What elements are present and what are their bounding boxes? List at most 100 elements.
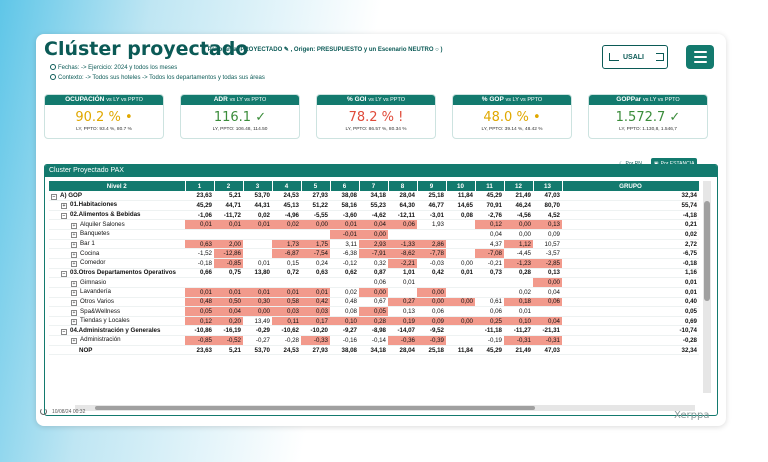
kpi-label: GOPPar vs LY vs PPTO — [589, 95, 707, 105]
table-cell: -0,33 — [301, 335, 330, 346]
table-cell — [301, 229, 330, 240]
expand-toggle-icon[interactable]: + — [71, 261, 77, 268]
kpi-label: OCUPACIÓN vs LY vs PPTO — [45, 95, 163, 105]
table-cell: 0,20 — [214, 316, 243, 327]
expand-toggle-icon[interactable]: − — [61, 328, 67, 335]
table-cell: 58,16 — [330, 200, 359, 211]
page-title: Clúster proyectado — [44, 38, 249, 60]
menu-button[interactable] — [686, 45, 714, 69]
table-cell: 0,01 — [446, 268, 475, 279]
column-header[interactable]: 5 — [301, 181, 331, 191]
table-cell: -2,85 — [533, 258, 562, 269]
column-header[interactable]: 4 — [272, 181, 302, 191]
toggle-por-rn[interactable]: ☾ Por RN — [616, 158, 645, 169]
kpi-card[interactable]: % GOI vs LY vs PPTO 78.2 % ! LY, PPTO: 86.… — [316, 94, 436, 139]
table-cell: 0,01 — [504, 306, 533, 317]
table-cell — [533, 306, 562, 317]
table-cell: 0,66 — [185, 268, 214, 279]
expand-toggle-icon[interactable]: − — [51, 193, 57, 200]
expand-toggle-icon[interactable]: + — [71, 242, 77, 249]
table-cell: 5,21 — [214, 191, 243, 202]
expand-toggle-icon[interactable]: + — [71, 319, 77, 326]
table-cell: -7,08 — [475, 248, 504, 259]
total-cell: 23,63 — [185, 344, 214, 356]
column-header[interactable]: Nivel 2 — [49, 181, 186, 191]
total-label: NOP — [49, 344, 185, 356]
dashboard-card: Clúster proyectado ( Panorama: PROYECTAD… — [36, 34, 726, 426]
expand-toggle-icon[interactable]: − — [61, 270, 67, 277]
expand-toggle-icon[interactable]: + — [71, 299, 77, 306]
kpi-card[interactable]: ADR vs LY vs PPTO 116.1 ✓ LY, PPTO: 106.48… — [180, 94, 300, 139]
column-header[interactable]: 2 — [214, 181, 244, 191]
expand-toggle-icon[interactable]: + — [71, 232, 77, 239]
expand-toggle-icon[interactable]: + — [71, 251, 77, 258]
table-cell: 0,15 — [272, 258, 301, 269]
table-cell: -4,18 — [562, 210, 699, 221]
expand-toggle-icon[interactable]: + — [71, 309, 77, 316]
kpi-card[interactable]: OCUPACIÓN vs LY vs PPTO 90.2 % • LY, PPTO:… — [44, 94, 164, 139]
table-cell: 10,57 — [533, 239, 562, 250]
table-cell: 46,77 — [417, 200, 446, 211]
kpi-card[interactable]: % GOP vs LY vs PPTO 48.0 % • LY, PPTO: 39.… — [452, 94, 572, 139]
expand-toggle-icon[interactable]: + — [71, 280, 77, 287]
contexto-line[interactable]: Contexto: -> Todos sus hoteles -> Todos … — [50, 74, 265, 81]
table-cell: -5,55 — [301, 210, 330, 221]
table-cell: 0,25 — [475, 316, 504, 327]
table-cell — [475, 277, 504, 288]
expand-toggle-icon[interactable]: + — [61, 203, 67, 210]
refresh-icon[interactable] — [40, 408, 47, 415]
table-cell — [214, 277, 243, 288]
table-cell: 0,06 — [417, 306, 446, 317]
table-cell: 1,73 — [272, 239, 301, 250]
row-label: + Gimnasio — [49, 277, 185, 288]
table-cell: 80,70 — [533, 200, 562, 211]
table-cell: -6,87 — [272, 248, 301, 259]
table-header-row: Nivel 2 1 2 3 4 5 6 7 8 9 10 11 12 13 GRUPO — [49, 181, 700, 191]
column-header[interactable]: GRUPO — [562, 181, 700, 191]
column-header[interactable]: 13 — [533, 181, 563, 191]
table-cell: -0,16 — [330, 335, 359, 346]
column-header[interactable]: 1 — [185, 181, 215, 191]
table-cell: 0,75 — [214, 268, 243, 279]
total-cell: 27,93 — [301, 344, 330, 356]
table-cell: -1,06 — [185, 210, 214, 221]
scroll-thumb-h[interactable] — [95, 406, 535, 410]
expand-toggle-icon[interactable]: + — [71, 338, 77, 345]
table-cell: 0,00 — [243, 306, 272, 317]
table-cell: -11,18 — [475, 325, 504, 337]
scroll-thumb[interactable] — [704, 201, 710, 301]
page-subtitle: ( Panorama: PROYECTADO ✎ , Origen: PRESU… — [204, 47, 443, 53]
column-header[interactable]: 12 — [504, 181, 534, 191]
table-cell — [417, 229, 446, 240]
usali-button[interactable]: USALI — [602, 45, 668, 69]
table-cell: -0,31 — [504, 335, 533, 346]
column-header[interactable]: 6 — [330, 181, 360, 191]
table-cell: -21,31 — [533, 325, 562, 337]
table-cell — [301, 277, 330, 288]
fechas-line[interactable]: Fechas: -> Ejercicio: 2024 y todos los m… — [50, 64, 177, 71]
table-cell: -0,14 — [359, 335, 388, 346]
horizontal-scrollbar[interactable] — [75, 405, 695, 411]
column-header[interactable]: 9 — [417, 181, 447, 191]
expand-toggle-icon[interactable]: + — [71, 290, 77, 297]
info-icon — [50, 74, 56, 80]
table-row: +01.Habitaciones 45,29 44,71 44,31 45,13 51,2… — [49, 200, 699, 211]
table-cell: 0,63 — [301, 268, 330, 279]
expand-toggle-icon[interactable]: + — [71, 222, 77, 229]
table-cell: -0,85 — [185, 335, 214, 346]
kpi-card[interactable]: GOPPar vs LY vs PPTO 1.572.7 ✓ LY, PPTO: 1… — [588, 94, 708, 139]
kpi-note: LY, PPTO: 106.48, 114.50 — [212, 127, 268, 132]
column-header[interactable]: 10 — [446, 181, 476, 191]
column-header[interactable]: 7 — [359, 181, 389, 191]
vertical-scrollbar[interactable] — [703, 181, 711, 393]
column-header[interactable]: 3 — [243, 181, 273, 191]
expand-toggle-icon[interactable]: − — [61, 213, 67, 220]
table-cell: 0,63 — [185, 239, 214, 250]
column-header[interactable]: 11 — [475, 181, 505, 191]
table-cell: -1,23 — [504, 258, 533, 269]
table-cell: -12,11 — [388, 210, 417, 221]
toggle-por-estancia[interactable]: ▣ Por ESTANCIA — [650, 158, 698, 169]
logout-icon[interactable] — [656, 53, 664, 61]
column-header[interactable]: 8 — [388, 181, 418, 191]
